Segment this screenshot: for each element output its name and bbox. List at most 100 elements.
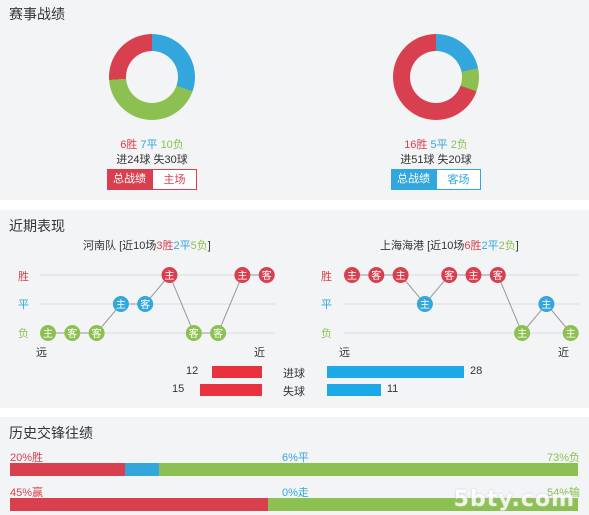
form-match-marker[interactable]: 客: [185, 325, 202, 341]
form-marker-circle: [441, 267, 458, 283]
home-y-win-label: 胜: [18, 271, 29, 283]
form-venue-label: 客: [67, 327, 77, 340]
home-goals-against-bar: [199, 384, 262, 396]
form-match-marker[interactable]: 客: [64, 325, 81, 341]
h2h-handicap-win-pct: 45%赢: [10, 487, 44, 499]
form-match-marker[interactable]: 客: [210, 325, 227, 341]
form-match-marker[interactable]: 主: [538, 296, 555, 312]
section-recent-form: 近期表现 河南队 [近10场3胜2平5负] 上海海港 [近10场6胜2平2负] …: [0, 210, 589, 408]
form-marker-circle: [538, 296, 555, 312]
home-team-name: 河南队: [83, 240, 116, 252]
form-match-marker[interactable]: 客: [489, 267, 506, 283]
form-venue-label: 客: [140, 298, 150, 311]
form-venue-label: 客: [444, 269, 454, 282]
home-goals-for-value: 12: [186, 365, 199, 377]
form-match-marker[interactable]: 客: [258, 267, 275, 283]
away-record-legend: 16胜 5平 2负: [356, 136, 516, 152]
away-away-record-tab[interactable]: 客场: [436, 169, 481, 190]
form-marker-circle: [416, 296, 433, 312]
away-goals-against-value: 11: [386, 383, 399, 395]
form-venue-label: 主: [541, 299, 551, 311]
form-venue-label: 主: [237, 270, 247, 282]
goals-for-label: 进球: [283, 368, 305, 380]
form-match-marker[interactable]: 主: [112, 296, 129, 312]
home-y-loss-label: 负: [18, 328, 29, 340]
home-form-chart: 主客客主 客主客 客主客: [40, 267, 275, 341]
away-y-win-label: 胜: [321, 271, 332, 283]
form-match-marker[interactable]: 主: [416, 296, 433, 312]
away-y-draw-label: 平: [321, 299, 332, 311]
home-form-header: 河南队 [近10场3胜2平5负]: [83, 240, 211, 252]
form-marker-circle: [88, 325, 105, 341]
away-goals-for-value: 28: [470, 365, 483, 377]
form-marker-circle: [137, 296, 154, 312]
form-match-marker[interactable]: 主: [40, 325, 56, 341]
away-team-name: 上海海港: [380, 240, 424, 252]
h2h-win-segment: [10, 498, 269, 511]
home-total-record-tab[interactable]: 总战绩: [107, 169, 152, 190]
form-marker-circle: [161, 267, 178, 283]
form-venue-label: 主: [165, 270, 175, 282]
form-marker-circle: [465, 267, 482, 283]
form-marker-circle: [344, 267, 360, 283]
form-match-marker[interactable]: 主: [514, 325, 531, 341]
form-venue-label: 客: [92, 327, 102, 340]
home-home-record-tab[interactable]: 主场: [152, 169, 197, 190]
form-marker-circle: [258, 267, 275, 283]
form-venue-label: 主: [43, 328, 53, 340]
form-marker-circle: [368, 267, 385, 283]
form-venue-label: 主: [517, 328, 527, 340]
form-venue-label: 主: [116, 299, 126, 311]
goals-against-label: 失球: [283, 386, 305, 398]
form-match-marker[interactable]: 客: [88, 325, 105, 341]
form-venue-label: 主: [347, 270, 357, 282]
form-match-marker[interactable]: 主: [161, 267, 178, 283]
form-marker-circle: [40, 325, 56, 341]
h2h-result-bar: [10, 463, 578, 476]
away-goals-summary: 进51球 失20球: [400, 154, 472, 166]
form-match-marker[interactable]: 客: [441, 267, 458, 283]
section-title: 历史交锋往绩: [9, 425, 93, 441]
home-x-near-label: 近: [254, 347, 265, 359]
form-match-marker[interactable]: 主: [392, 267, 409, 283]
form-venue-label: 客: [371, 269, 381, 282]
h2h-loss-segment: [268, 498, 578, 511]
h2h-handicap-push-pct: 0%走: [282, 487, 309, 499]
form-trend-line: [48, 274, 267, 334]
away-record-donut: [393, 34, 479, 120]
form-match-marker[interactable]: 主: [465, 267, 482, 283]
section-title: 近期表现: [9, 218, 65, 234]
h2h-draw-segment: [124, 463, 160, 476]
home-draw-count: 7平: [140, 139, 158, 151]
section-season-record: 赛事战绩 6胜 7平 10负 进24球 失30球 总战绩 主场 16胜 5平 2…: [0, 0, 589, 200]
form-marker-circle: [210, 325, 227, 341]
section-head-to-head: 历史交锋往绩 20%胜 6%平 73%负 45%赢 0%走 54%输 5bty.…: [0, 417, 589, 515]
home-goals-summary: 进24球 失30球: [116, 154, 188, 166]
form-match-marker[interactable]: 客: [368, 267, 385, 283]
form-marker-circle: [112, 296, 129, 312]
away-x-near-label: 近: [558, 347, 569, 359]
form-trend-line: [352, 274, 572, 334]
form-marker-circle: [562, 325, 579, 341]
form-marker-circle: [489, 267, 506, 283]
form-venue-label: 主: [396, 270, 406, 282]
h2h-loss-pct: 73%负: [547, 452, 581, 464]
form-match-marker[interactable]: 主: [344, 267, 360, 283]
away-y-loss-label: 负: [321, 328, 332, 340]
form-venue-label: 客: [493, 269, 503, 282]
form-match-marker[interactable]: 主: [234, 267, 251, 283]
h2h-win-segment: [10, 463, 125, 476]
away-goals-for-bar: [327, 366, 464, 378]
form-venue-label: 客: [189, 327, 199, 340]
home-record-donut: [109, 34, 195, 120]
form-match-marker[interactable]: 主: [562, 325, 579, 341]
watermark-logo: 5bty.com: [453, 487, 575, 512]
form-marker-circle: [185, 325, 202, 341]
home-record-legend: 6胜 7平 10负: [72, 136, 232, 152]
form-venue-label: 客: [213, 327, 223, 340]
home-loss-count: 10负: [160, 139, 184, 151]
away-draw-count: 5平: [430, 139, 448, 151]
form-marker-circle: [64, 325, 81, 341]
away-total-record-tab[interactable]: 总战绩: [391, 169, 436, 190]
form-match-marker[interactable]: 客: [137, 296, 154, 312]
